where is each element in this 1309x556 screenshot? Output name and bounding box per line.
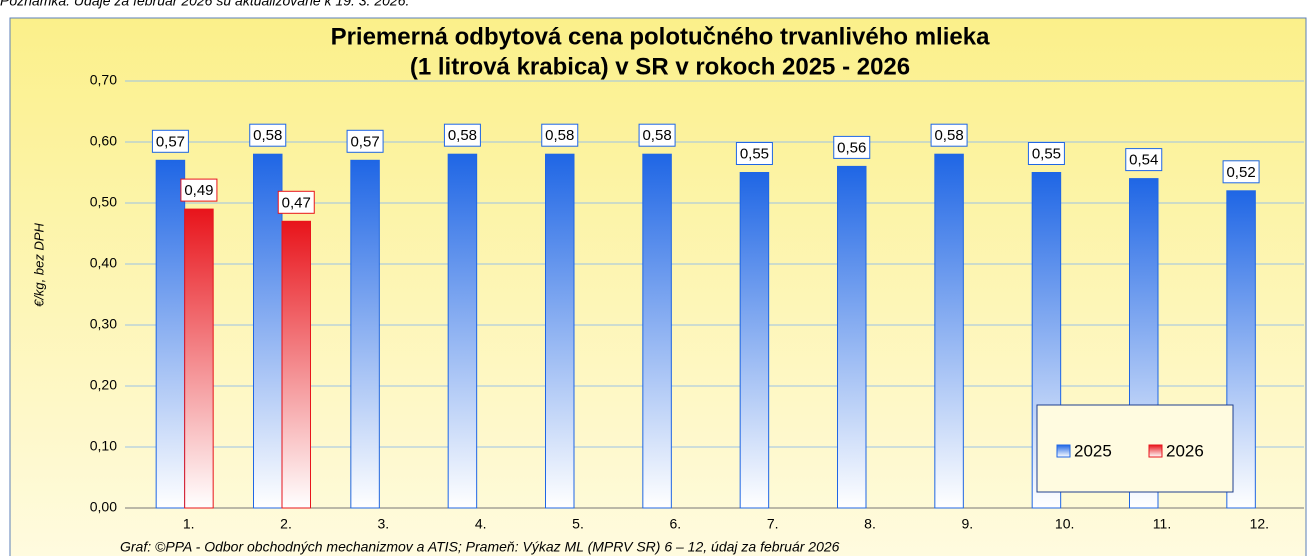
x-tick-label: 3. [377, 516, 389, 532]
legend-label: 2026 [1166, 441, 1204, 460]
x-tick-label: 6. [669, 516, 681, 532]
data-label: 0,58 [545, 127, 574, 144]
data-label: 0,55 [1032, 145, 1061, 162]
y-tick-label: 0,60 [90, 133, 117, 149]
x-tick-label: 12. [1250, 516, 1269, 532]
data-label-box [638, 123, 676, 147]
legend-label: 2025 [1074, 441, 1112, 460]
data-label-box [151, 129, 189, 153]
data-label-box [1222, 160, 1260, 184]
bar [447, 153, 478, 509]
bar [184, 208, 214, 509]
x-tick-label: 7. [767, 516, 779, 532]
data-label-box [277, 190, 315, 214]
data-label-box [346, 129, 384, 153]
data-label: 0,58 [253, 127, 282, 144]
data-label: 0,58 [642, 127, 671, 144]
legend-swatch [1056, 444, 1071, 458]
data-label-box [180, 178, 218, 202]
y-tick-label: 0,50 [90, 194, 117, 210]
x-tick-label: 10. [1055, 516, 1074, 532]
x-tick-label: 11. [1153, 516, 1171, 532]
bar [739, 172, 770, 509]
y-tick-label: 0,20 [90, 377, 117, 393]
y-tick-label: 0,70 [90, 72, 117, 88]
data-label: 0,52 [1226, 164, 1255, 181]
data-label-box [1027, 142, 1065, 165]
note: Poznámka: Údaje za február 2026 sú aktua… [0, 0, 409, 9]
bar [350, 159, 380, 509]
data-label-box [541, 123, 579, 147]
data-label-box [833, 135, 871, 159]
y-tick-label: 0,00 [90, 499, 117, 515]
x-tick-label: 8. [864, 516, 876, 532]
data-label-box [1125, 148, 1163, 172]
data-label: 0,58 [448, 127, 477, 144]
source: Graf: ©PPA - Odbor obchodných mechanizmo… [120, 539, 840, 555]
data-label: 0,58 [934, 127, 963, 144]
y-tick-label: 0,30 [90, 316, 117, 332]
data-label: 0,55 [740, 145, 769, 162]
data-label-box [930, 123, 968, 147]
bar [934, 153, 964, 509]
x-tick-label: 9. [961, 516, 973, 532]
bar [642, 153, 672, 509]
bar [281, 220, 311, 509]
bar [155, 159, 186, 509]
data-label: 0,47 [282, 194, 311, 211]
x-tick-label: 4. [475, 516, 487, 532]
y-axis-label: €/kg, bez DPH [31, 222, 46, 306]
data-label: 0,56 [837, 139, 866, 156]
bar [837, 165, 867, 509]
data-label: 0,49 [184, 182, 213, 199]
x-tick-label: 5. [572, 516, 584, 532]
chart-title: Priemerná odbytová cena polotučného trva… [331, 23, 991, 50]
y-tick-label: 0,40 [90, 255, 117, 271]
x-tick-label: 2. [280, 516, 292, 532]
data-label: 0,57 [350, 133, 379, 150]
bar [253, 153, 283, 509]
x-tick-label: 1. [183, 516, 195, 532]
data-label-box [735, 142, 773, 165]
chart-subtitle: (1 litrová krabica) v SR v rokoch 2025 -… [410, 53, 910, 80]
bar [545, 153, 575, 509]
data-label-box [443, 123, 481, 147]
data-label-box [249, 123, 287, 147]
y-tick-label: 0,10 [90, 438, 117, 454]
legend-swatch [1148, 444, 1163, 458]
data-label: 0,54 [1129, 152, 1158, 169]
data-label: 0,57 [156, 133, 185, 150]
